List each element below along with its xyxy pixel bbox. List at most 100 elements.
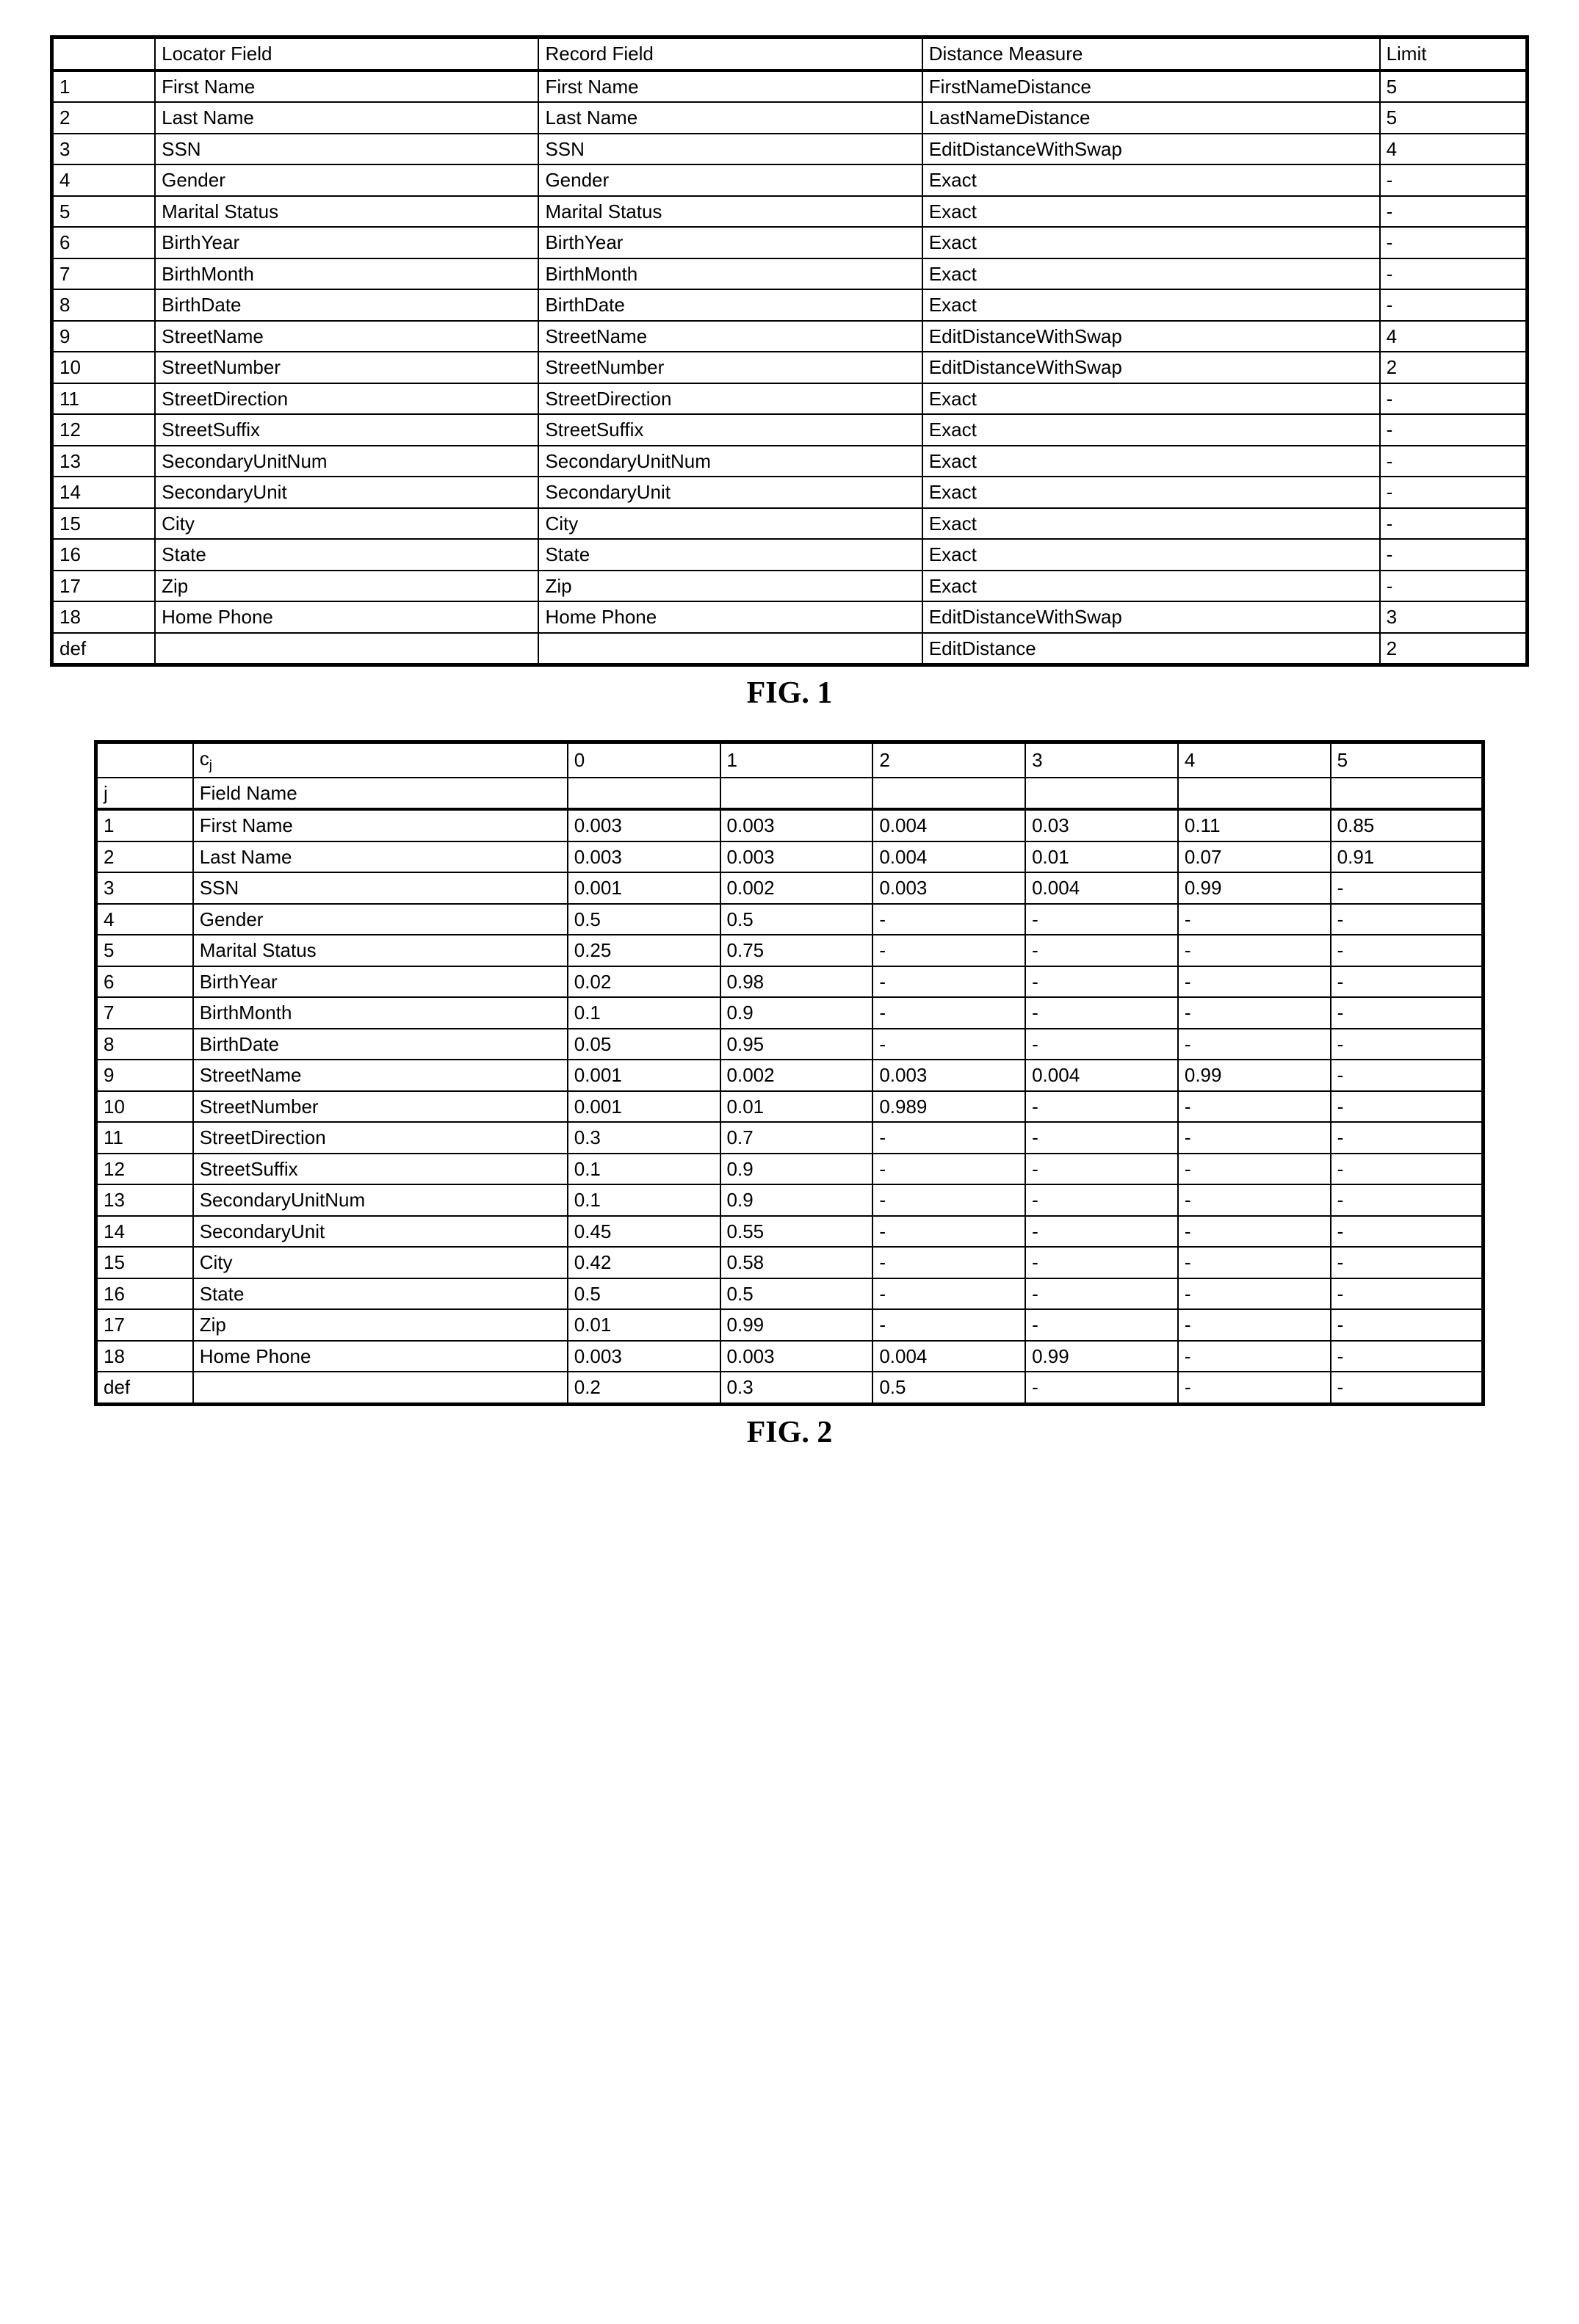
table-cell: Exact	[922, 227, 1380, 258]
table-cell: -	[1380, 508, 1528, 540]
table-cell: 0.1	[568, 997, 720, 1029]
table-cell: -	[1025, 1278, 1178, 1310]
table-cell: -	[1331, 1060, 1484, 1091]
table-cell: Marital Status	[155, 196, 538, 228]
table-cell: 0.01	[720, 1091, 873, 1123]
table-row: 9StreetNameStreetNameEditDistanceWithSwa…	[52, 321, 1528, 352]
table-cell: 0.45	[568, 1216, 720, 1248]
table-cell: 0.3	[568, 1122, 720, 1154]
table-cell: SecondaryUnit	[155, 477, 538, 508]
table-cell: -	[1331, 1029, 1484, 1060]
table-cell: Exact	[922, 477, 1380, 508]
table-row: 5Marital Status0.250.75----	[96, 935, 1484, 966]
table-cell: 0.003	[720, 809, 873, 841]
table-cell: 0.9	[720, 1154, 873, 1185]
table-cell	[538, 633, 922, 665]
table-cell: 0.002	[720, 872, 873, 904]
figure-2: cj012345jField Name1First Name0.0030.003…	[50, 740, 1529, 1450]
table-cell: 1	[52, 70, 156, 103]
table-cell: -	[1331, 1154, 1484, 1185]
fig1-header-cell: Locator Field	[155, 37, 538, 70]
table-cell: BirthMonth	[193, 997, 568, 1029]
table-cell: BirthYear	[155, 227, 538, 258]
table-cell: 0.75	[720, 935, 873, 966]
table-cell: 15	[52, 508, 156, 540]
table-cell: BirthMonth	[538, 258, 922, 290]
table-row: 3SSN0.0010.0020.0030.0040.99-	[96, 872, 1484, 904]
table-cell: -	[872, 935, 1025, 966]
table-cell: FirstNameDistance	[922, 70, 1380, 103]
table-cell: -	[1025, 1122, 1178, 1154]
table-row: 11StreetDirection0.30.7----	[96, 1122, 1484, 1154]
table-cell: -	[1178, 1372, 1331, 1404]
table-cell: StreetSuffix	[193, 1154, 568, 1185]
table-cell: -	[1380, 446, 1528, 477]
table-cell: 0.003	[568, 1341, 720, 1372]
table-cell: -	[872, 1309, 1025, 1341]
table-cell: 12	[96, 1154, 193, 1185]
table-row: 8BirthDate0.050.95----	[96, 1029, 1484, 1060]
table-cell: 0.99	[1178, 872, 1331, 904]
table-cell: 7	[96, 997, 193, 1029]
table-cell: -	[1025, 1372, 1178, 1404]
table-cell: -	[1178, 935, 1331, 966]
table-cell: Exact	[922, 446, 1380, 477]
fig2-header2-cell: Field Name	[193, 778, 568, 810]
table-row: 8BirthDateBirthDateExact-	[52, 289, 1528, 321]
table-cell: -	[1331, 997, 1484, 1029]
table-cell: StreetName	[193, 1060, 568, 1091]
table-cell: BirthYear	[538, 227, 922, 258]
table-cell: -	[872, 1122, 1025, 1154]
table-cell: Marital Status	[193, 935, 568, 966]
table-cell: -	[1178, 1091, 1331, 1123]
table-cell: Exact	[922, 571, 1380, 602]
fig2-header1-cell: 5	[1331, 742, 1484, 778]
table-cell: StreetNumber	[193, 1091, 568, 1123]
table-cell: Home Phone	[155, 601, 538, 633]
table-cell: def	[96, 1372, 193, 1404]
table-cell: 0.003	[872, 1060, 1025, 1091]
table-cell: 0.9	[720, 1184, 873, 1216]
table-cell: SSN	[538, 134, 922, 165]
table-cell: def	[52, 633, 156, 665]
table-row: def0.20.30.5---	[96, 1372, 1484, 1404]
table-row: 6BirthYear0.020.98----	[96, 966, 1484, 998]
table-cell: -	[1178, 997, 1331, 1029]
table-cell: Zip	[193, 1309, 568, 1341]
table-cell: 8	[96, 1029, 193, 1060]
table-cell: 2	[52, 102, 156, 134]
table-cell: 11	[96, 1122, 193, 1154]
fig2-header1-cell: 4	[1178, 742, 1331, 778]
fig2-header2-cell	[568, 778, 720, 810]
table-cell: SecondaryUnitNum	[155, 446, 538, 477]
table-cell: 0.004	[872, 809, 1025, 841]
table-cell: Home Phone	[538, 601, 922, 633]
table-cell: -	[1178, 1247, 1331, 1278]
fig2-header2-cell: j	[96, 778, 193, 810]
table-cell: City	[538, 508, 922, 540]
table-cell: 16	[52, 539, 156, 571]
table-cell: State	[193, 1278, 568, 1310]
table-row: 2Last Name0.0030.0030.0040.010.070.91	[96, 841, 1484, 873]
table-cell: -	[1178, 1184, 1331, 1216]
table-cell: 9	[96, 1060, 193, 1091]
fig1-header-cell: Limit	[1380, 37, 1528, 70]
table-cell: 14	[52, 477, 156, 508]
table-cell: 0.9	[720, 997, 873, 1029]
table-row: 11StreetDirectionStreetDirectionExact-	[52, 383, 1528, 415]
table-cell: 5	[1380, 102, 1528, 134]
table-cell: Exact	[922, 196, 1380, 228]
table-cell: 0.05	[568, 1029, 720, 1060]
table-cell: 0.5	[720, 1278, 873, 1310]
table-row: defEditDistance2	[52, 633, 1528, 665]
table-cell: -	[1025, 966, 1178, 998]
table-cell: -	[1178, 1216, 1331, 1248]
table-cell: -	[1178, 966, 1331, 998]
table-cell: Gender	[155, 164, 538, 196]
fig2-header1-cell: cj	[193, 742, 568, 778]
table-cell: -	[1380, 539, 1528, 571]
table-cell: 13	[96, 1184, 193, 1216]
table-cell: -	[1025, 1216, 1178, 1248]
table-cell: -	[872, 1247, 1025, 1278]
table-cell: -	[1025, 1184, 1178, 1216]
